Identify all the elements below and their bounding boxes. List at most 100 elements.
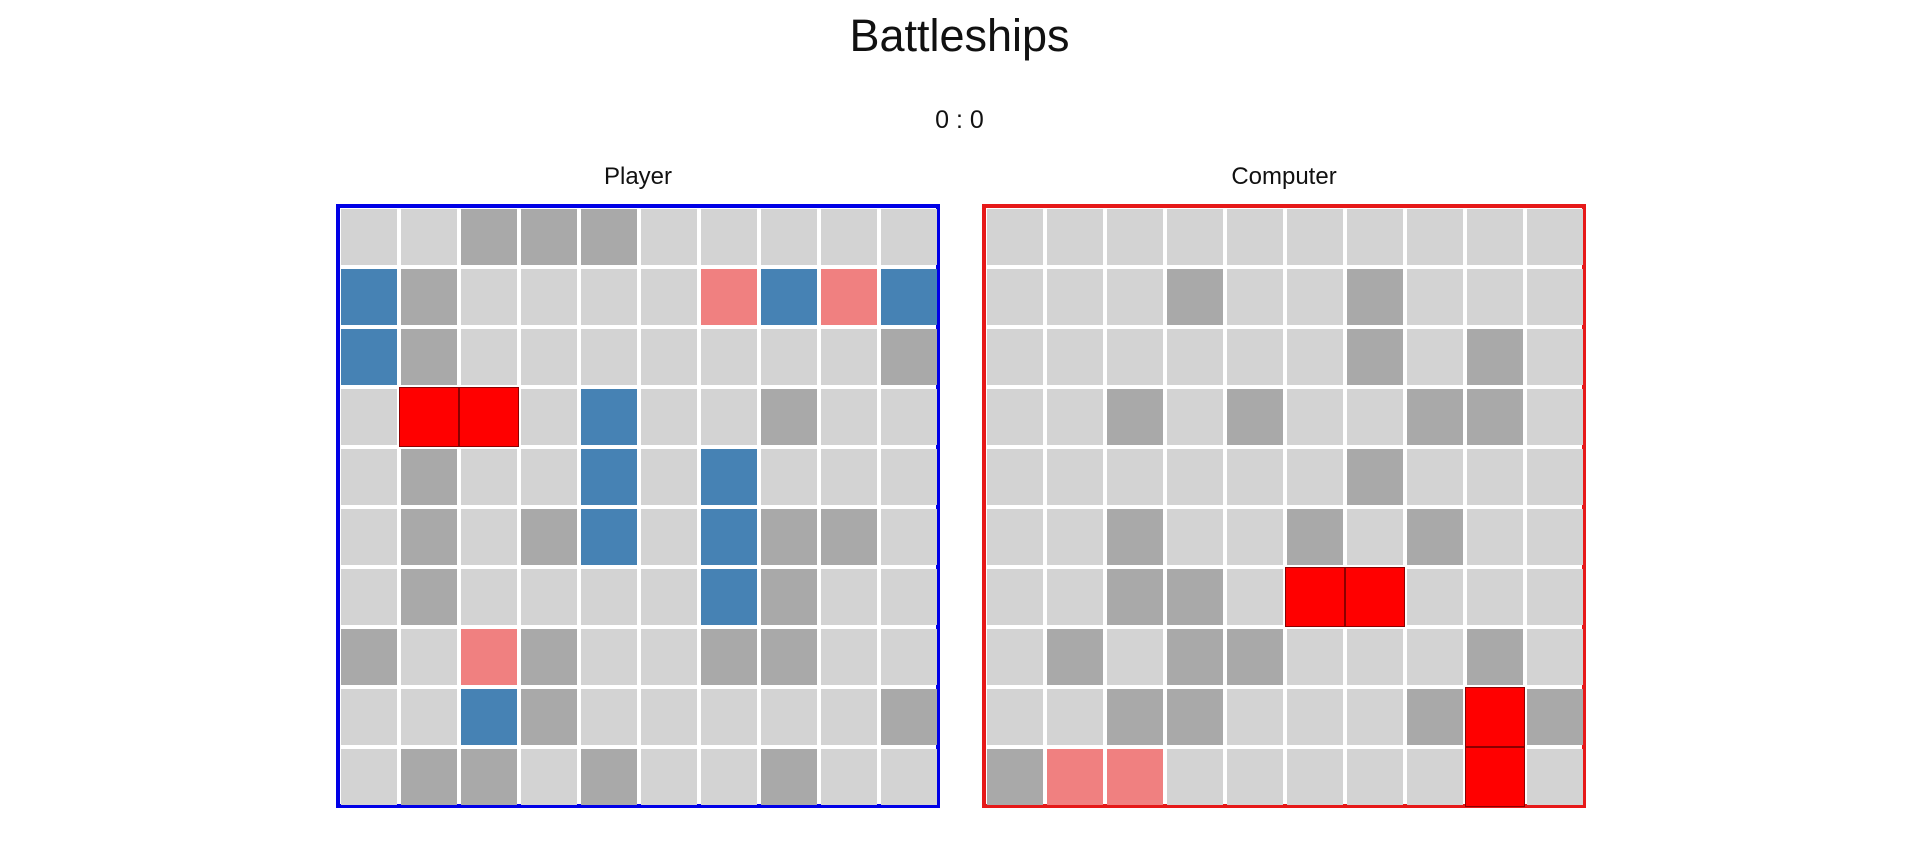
computer-cell-miss[interactable] (1287, 509, 1343, 565)
computer-cell-miss[interactable] (1467, 329, 1523, 385)
computer-cell-empty[interactable] (1407, 449, 1463, 505)
computer-cell-empty[interactable] (1227, 689, 1283, 745)
computer-cell-miss[interactable] (1527, 689, 1583, 745)
computer-cell-empty[interactable] (1287, 749, 1343, 805)
computer-cell-miss[interactable] (1107, 569, 1163, 625)
computer-cell-miss[interactable] (1107, 389, 1163, 445)
computer-cell-empty[interactable] (1527, 569, 1583, 625)
computer-cell-empty[interactable] (1527, 749, 1583, 805)
computer-cell-miss[interactable] (1407, 689, 1463, 745)
computer-cell-empty[interactable] (1107, 269, 1163, 325)
computer-cell-near[interactable] (1047, 749, 1103, 805)
computer-cell-empty[interactable] (1467, 569, 1523, 625)
computer-cell-empty[interactable] (1347, 629, 1403, 685)
computer-cell-empty[interactable] (1287, 449, 1343, 505)
computer-cell-empty[interactable] (1047, 389, 1103, 445)
computer-cell-empty[interactable] (1047, 269, 1103, 325)
computer-cell-empty[interactable] (1227, 269, 1283, 325)
computer-cell-empty[interactable] (1107, 209, 1163, 265)
computer-cell-empty[interactable] (987, 329, 1043, 385)
computer-cell-empty[interactable] (1527, 269, 1583, 325)
computer-cell-empty[interactable] (1167, 389, 1223, 445)
computer-cell-empty[interactable] (1527, 209, 1583, 265)
computer-cell-empty[interactable] (1167, 449, 1223, 505)
computer-cell-empty[interactable] (1287, 209, 1343, 265)
computer-cell-empty[interactable] (1227, 749, 1283, 805)
computer-cell-empty[interactable] (1107, 449, 1163, 505)
computer-cell-empty[interactable] (1047, 689, 1103, 745)
computer-cell-empty[interactable] (1347, 389, 1403, 445)
computer-cell-empty[interactable] (1407, 569, 1463, 625)
computer-cell-miss[interactable] (1167, 689, 1223, 745)
computer-cell-empty[interactable] (1467, 269, 1523, 325)
computer-cell-miss[interactable] (1347, 449, 1403, 505)
computer-cell-empty[interactable] (1467, 209, 1523, 265)
computer-cell-empty[interactable] (1527, 389, 1583, 445)
computer-cell-miss[interactable] (1167, 569, 1223, 625)
computer-cell-empty[interactable] (1347, 749, 1403, 805)
computer-cell-empty[interactable] (1227, 329, 1283, 385)
computer-cell-miss[interactable] (1227, 389, 1283, 445)
computer-cell-empty[interactable] (1407, 749, 1463, 805)
computer-cell-empty[interactable] (987, 629, 1043, 685)
computer-cell-sunk[interactable] (1345, 567, 1405, 627)
computer-cell-empty[interactable] (1047, 569, 1103, 625)
computer-cell-empty[interactable] (1407, 329, 1463, 385)
computer-cell-empty[interactable] (1167, 329, 1223, 385)
computer-cell-miss[interactable] (1047, 629, 1103, 685)
computer-cell-empty[interactable] (1287, 689, 1343, 745)
computer-cell-empty[interactable] (987, 389, 1043, 445)
computer-cell-empty[interactable] (1227, 209, 1283, 265)
computer-cell-miss[interactable] (1107, 689, 1163, 745)
computer-cell-empty[interactable] (1527, 329, 1583, 385)
computer-cell-empty[interactable] (1047, 329, 1103, 385)
computer-cell-miss[interactable] (987, 749, 1043, 805)
computer-cell-miss[interactable] (1407, 509, 1463, 565)
computer-cell-sunk[interactable] (1465, 687, 1525, 747)
computer-cell-empty[interactable] (987, 689, 1043, 745)
computer-cell-empty[interactable] (987, 449, 1043, 505)
computer-cell-miss[interactable] (1467, 629, 1523, 685)
computer-cell-miss[interactable] (1167, 629, 1223, 685)
computer-cell-miss[interactable] (1407, 389, 1463, 445)
computer-cell-empty[interactable] (1167, 509, 1223, 565)
computer-cell-empty[interactable] (1287, 329, 1343, 385)
computer-cell-empty[interactable] (1347, 509, 1403, 565)
computer-cell-empty[interactable] (1287, 389, 1343, 445)
computer-cell-empty[interactable] (1107, 629, 1163, 685)
computer-cell-empty[interactable] (987, 269, 1043, 325)
computer-cell-empty[interactable] (1407, 209, 1463, 265)
computer-cell-sunk[interactable] (1285, 567, 1345, 627)
computer-cell-empty[interactable] (987, 509, 1043, 565)
computer-cell-sunk[interactable] (1465, 747, 1525, 807)
computer-cell-empty[interactable] (1527, 509, 1583, 565)
computer-cell-empty[interactable] (1287, 269, 1343, 325)
computer-cell-empty[interactable] (1467, 449, 1523, 505)
computer-cell-empty[interactable] (987, 209, 1043, 265)
computer-cell-empty[interactable] (1407, 269, 1463, 325)
computer-cell-empty[interactable] (1527, 449, 1583, 505)
computer-cell-near[interactable] (1107, 749, 1163, 805)
computer-cell-empty[interactable] (1407, 629, 1463, 685)
computer-cell-miss[interactable] (1107, 509, 1163, 565)
computer-cell-empty[interactable] (1467, 509, 1523, 565)
computer-cell-empty[interactable] (1227, 569, 1283, 625)
computer-cell-empty[interactable] (1227, 509, 1283, 565)
computer-cell-empty[interactable] (1347, 209, 1403, 265)
computer-cell-empty[interactable] (987, 569, 1043, 625)
computer-cell-empty[interactable] (1167, 749, 1223, 805)
computer-cell-miss[interactable] (1347, 329, 1403, 385)
computer-cell-empty[interactable] (1227, 449, 1283, 505)
computer-cell-empty[interactable] (1167, 209, 1223, 265)
computer-cell-miss[interactable] (1347, 269, 1403, 325)
computer-cell-empty[interactable] (1287, 629, 1343, 685)
computer-cell-miss[interactable] (1227, 629, 1283, 685)
computer-cell-empty[interactable] (1047, 509, 1103, 565)
computer-cell-empty[interactable] (1047, 449, 1103, 505)
computer-cell-empty[interactable] (1347, 689, 1403, 745)
computer-cell-miss[interactable] (1167, 269, 1223, 325)
computer-cell-miss[interactable] (1467, 389, 1523, 445)
computer-cell-empty[interactable] (1107, 329, 1163, 385)
computer-cell-empty[interactable] (1047, 209, 1103, 265)
computer-cell-empty[interactable] (1527, 629, 1583, 685)
